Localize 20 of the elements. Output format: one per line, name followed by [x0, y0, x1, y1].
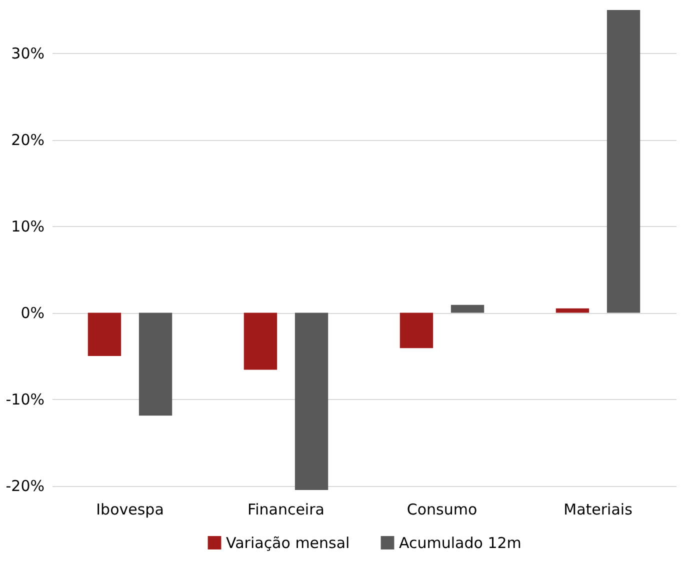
y-tick-label: 0%: [20, 304, 44, 322]
bar: [450, 304, 484, 313]
bar: [138, 312, 172, 416]
x-tick-label: Financeira: [248, 500, 324, 518]
bar: [244, 312, 278, 370]
x-tick-label: Consumo: [406, 500, 478, 518]
bar: [400, 312, 434, 348]
x-tick-label: Materiais: [564, 500, 633, 518]
bar: [294, 312, 328, 490]
y-tick-label: 30%: [11, 44, 44, 63]
legend-label: Acumulado 12m: [399, 534, 522, 552]
y-tick-label: -20%: [6, 477, 44, 496]
legend-label: Variação mensal: [226, 534, 350, 552]
y-tick-label: 20%: [11, 131, 44, 150]
y-tick-label: 10%: [11, 218, 44, 236]
x-tick-label: Ibovespa: [96, 500, 164, 518]
bar: [556, 308, 590, 313]
y-tick-label: -10%: [6, 390, 44, 409]
bar: [88, 312, 122, 356]
bar: [606, 10, 640, 313]
